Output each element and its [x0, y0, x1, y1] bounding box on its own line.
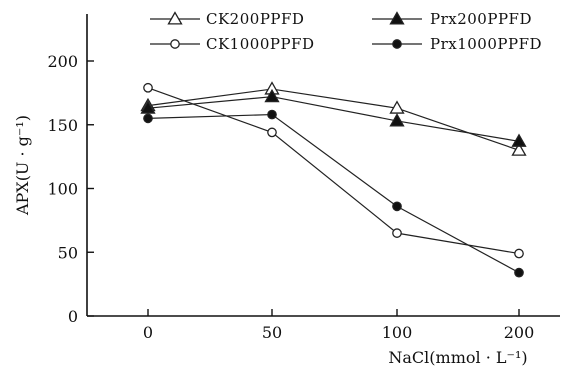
- data-point: [143, 113, 153, 124]
- x-tick-label: 0: [143, 323, 153, 342]
- y-tick-label: 50: [58, 243, 78, 262]
- y-tick-label: 200: [47, 52, 78, 71]
- data-point: [264, 88, 280, 103]
- legend-item: Prx200PPFD: [372, 10, 532, 28]
- legend-item: CK1000PPFD: [150, 35, 314, 53]
- x-ticks: 0 50 100 200: [143, 309, 534, 342]
- data-point: [389, 100, 405, 114]
- legend-item: CK200PPFD: [150, 10, 304, 28]
- data-point: [511, 133, 527, 147]
- data-point: [267, 127, 277, 138]
- series-line: [147, 88, 520, 151]
- axes: [86, 14, 560, 317]
- x-tick-label: 100: [382, 323, 413, 342]
- series-prx1000ppfd: [143, 109, 524, 278]
- data-point: [140, 100, 156, 114]
- series-prx200ppfd: [140, 88, 527, 147]
- y-ticks: 0 50 100 150 200: [47, 52, 94, 326]
- y-axis-title: APX(U · g⁻¹): [13, 115, 32, 216]
- series-line: [147, 96, 520, 142]
- data-point: [389, 113, 405, 127]
- x-tick-label: 50: [262, 323, 282, 342]
- x-tick-label: 200: [504, 323, 535, 342]
- data-point: [514, 267, 524, 278]
- series-ck1000ppfd: [143, 82, 524, 259]
- series-layer: [140, 81, 527, 278]
- legend: CK200PPFD Prx200PPFD CK1000PPFD Prx1000PPFD: [150, 10, 542, 53]
- legend-label: CK200PPFD: [206, 10, 304, 28]
- data-point: [392, 228, 402, 238]
- legend-marker: [170, 39, 180, 49]
- legend-marker: [392, 39, 402, 49]
- legend-marker: [167, 11, 183, 25]
- legend-item: Prx1000PPFD: [372, 35, 542, 53]
- y-tick-label: 0: [68, 307, 78, 326]
- legend-marker: [389, 11, 405, 25]
- data-point: [514, 248, 524, 259]
- data-point: [511, 142, 527, 156]
- legend-label: Prx200PPFD: [430, 10, 532, 28]
- series-line: [147, 113, 520, 274]
- data-point: [392, 201, 402, 212]
- legend-label: Prx1000PPFD: [430, 35, 542, 53]
- series-line: [147, 87, 520, 255]
- y-tick-label: 100: [47, 180, 78, 199]
- series-ck200ppfd: [140, 81, 527, 156]
- data-point: [143, 82, 153, 93]
- legend-label: CK1000PPFD: [206, 35, 314, 53]
- x-axis-title: NaCl(mmol · L⁻¹): [388, 348, 527, 367]
- y-tick-label: 150: [47, 116, 78, 135]
- data-point: [267, 109, 277, 120]
